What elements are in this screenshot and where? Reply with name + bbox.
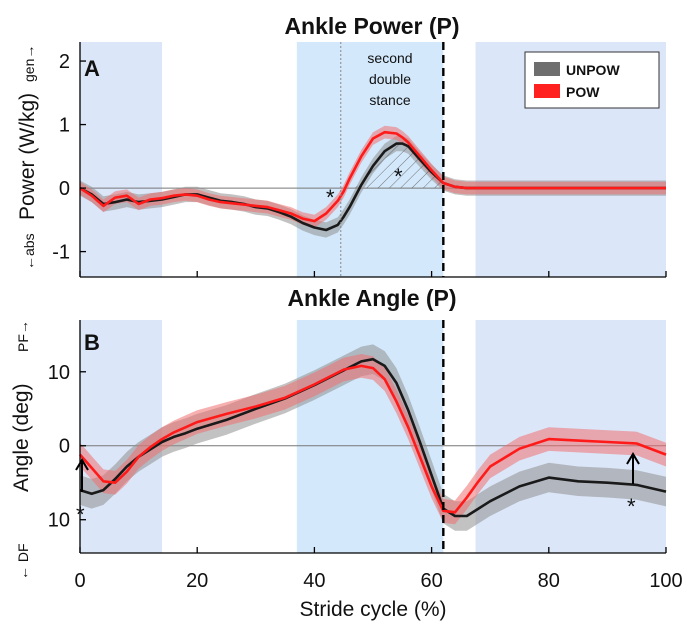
hatch-region [349, 143, 444, 189]
y-label-angle: Angle (deg) [10, 383, 33, 492]
series-line-pow [79, 364, 667, 514]
arrow-left-head [75, 458, 89, 471]
chart-a-title: Ankle Power (P) [284, 13, 459, 39]
asterisk-b1: * [76, 502, 85, 527]
series-lines-b [79, 357, 667, 518]
panel-b-label: B [84, 330, 100, 355]
panel-a: Ankle Power (P) -1 0 1 2 A second double st… [16, 13, 667, 278]
axes-a: -1 0 1 2 [52, 42, 667, 278]
y-tick-label: 10 [48, 362, 70, 384]
legend-box [524, 51, 660, 109]
x-tick-label: 60 [420, 570, 442, 592]
phase-region [80, 42, 163, 277]
annotation-line-1: second [367, 50, 412, 66]
y-arrow-abs: ←abs [21, 233, 37, 270]
y-arrow-gen: gen→ [21, 45, 37, 82]
chart-b-title: Ankle Angle (P) [287, 285, 456, 311]
asterisk-a2: * [394, 164, 403, 189]
legend-label-unpow: UNPOW [566, 62, 620, 78]
legend: UNPOW POW [524, 51, 660, 109]
y-tick-label: 2 [59, 51, 70, 73]
y-tick-label: -1 [52, 242, 70, 264]
legend-swatch-pow [534, 84, 560, 98]
arrow-right [626, 452, 640, 484]
x-axis-label: Stride cycle (%) [299, 598, 446, 621]
x-tick-label: 0 [74, 570, 85, 592]
legend-swatch-unpow [534, 62, 560, 76]
y-tick-label: 0 [59, 178, 70, 200]
panel-a-label: A [84, 56, 100, 81]
x-tick-label: 100 [649, 570, 682, 592]
x-tick-label: 20 [186, 570, 208, 592]
y-arrow-df: ← DF [15, 543, 31, 580]
y-tick-label: 0 [59, 436, 70, 458]
y-tick-label: 1 [59, 115, 70, 137]
y-label-power: Power (W/kg) [16, 93, 39, 220]
y-label-a: ←abs Power (W/kg) gen→ [16, 45, 39, 270]
annotation-line-2: double [369, 71, 411, 87]
y-arrow-pf: PF→ [15, 320, 31, 352]
asterisk-b2: * [627, 494, 636, 519]
hatched-area [349, 143, 444, 189]
asterisk-a1: * [326, 185, 335, 210]
series-band-unpow [80, 344, 666, 531]
x-tick-label: 40 [303, 570, 325, 592]
arrow-right-head [626, 452, 640, 465]
y-label-b: ← DF Angle (deg) PF→ [10, 320, 33, 580]
y-tick-label: 10 [48, 510, 70, 532]
legend-label-pow: POW [566, 84, 600, 100]
annotation-line-3: stance [369, 92, 410, 108]
series-line-pow [79, 130, 666, 223]
arrow-left [75, 458, 89, 492]
x-tick-label: 80 [538, 570, 560, 592]
series-lines-a [79, 130, 666, 232]
